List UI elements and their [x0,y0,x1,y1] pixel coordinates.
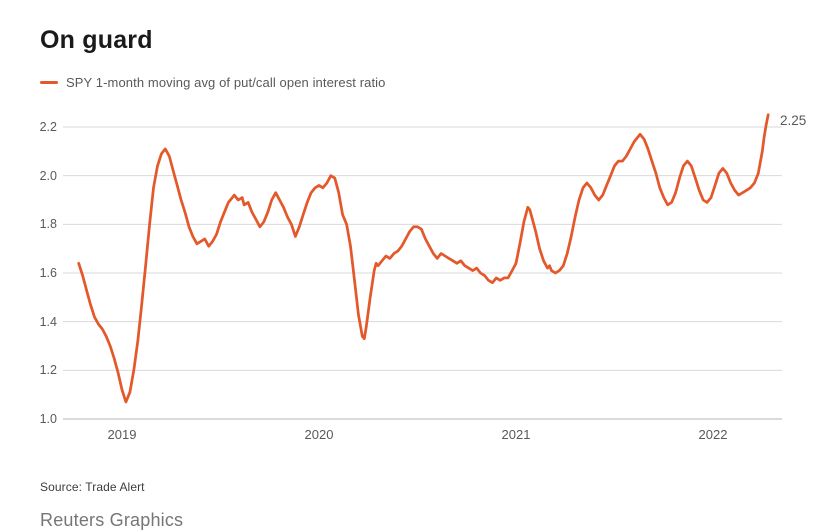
plot-area: 2.2 2.0 1.8 1.6 1.4 1.2 1.0 2019 2020 2021 2022 2… [39,113,807,442]
last-value-label: 2.25 [780,113,807,128]
source-note: Source: Trade Alert [40,480,145,494]
x-tick-label: 2021 [501,427,531,442]
y-tick-label: 1.0 [39,412,57,426]
x-tick-label: 2022 [698,427,728,442]
x-tick-label: 2020 [304,427,334,442]
x-tick-label: 2019 [107,427,137,442]
legend-line-swatch [40,81,58,84]
y-tick-label: 2.2 [39,120,57,134]
series-line [77,113,770,404]
line-chart [63,113,782,420]
y-tick-label: 1.6 [39,266,57,280]
reuters-graphics-credit: Reuters Graphics [40,510,184,530]
legend-label: SPY 1-month moving avg of put/call open … [66,75,386,90]
y-tick-label: 1.2 [39,363,57,378]
chart-legend: SPY 1-month moving avg of put/call open … [40,75,386,90]
y-tick-label: 1.8 [39,217,57,232]
y-tick-label: 2.0 [39,168,57,183]
y-tick-label: 1.4 [39,314,57,329]
chart-title: On guard [40,26,153,54]
